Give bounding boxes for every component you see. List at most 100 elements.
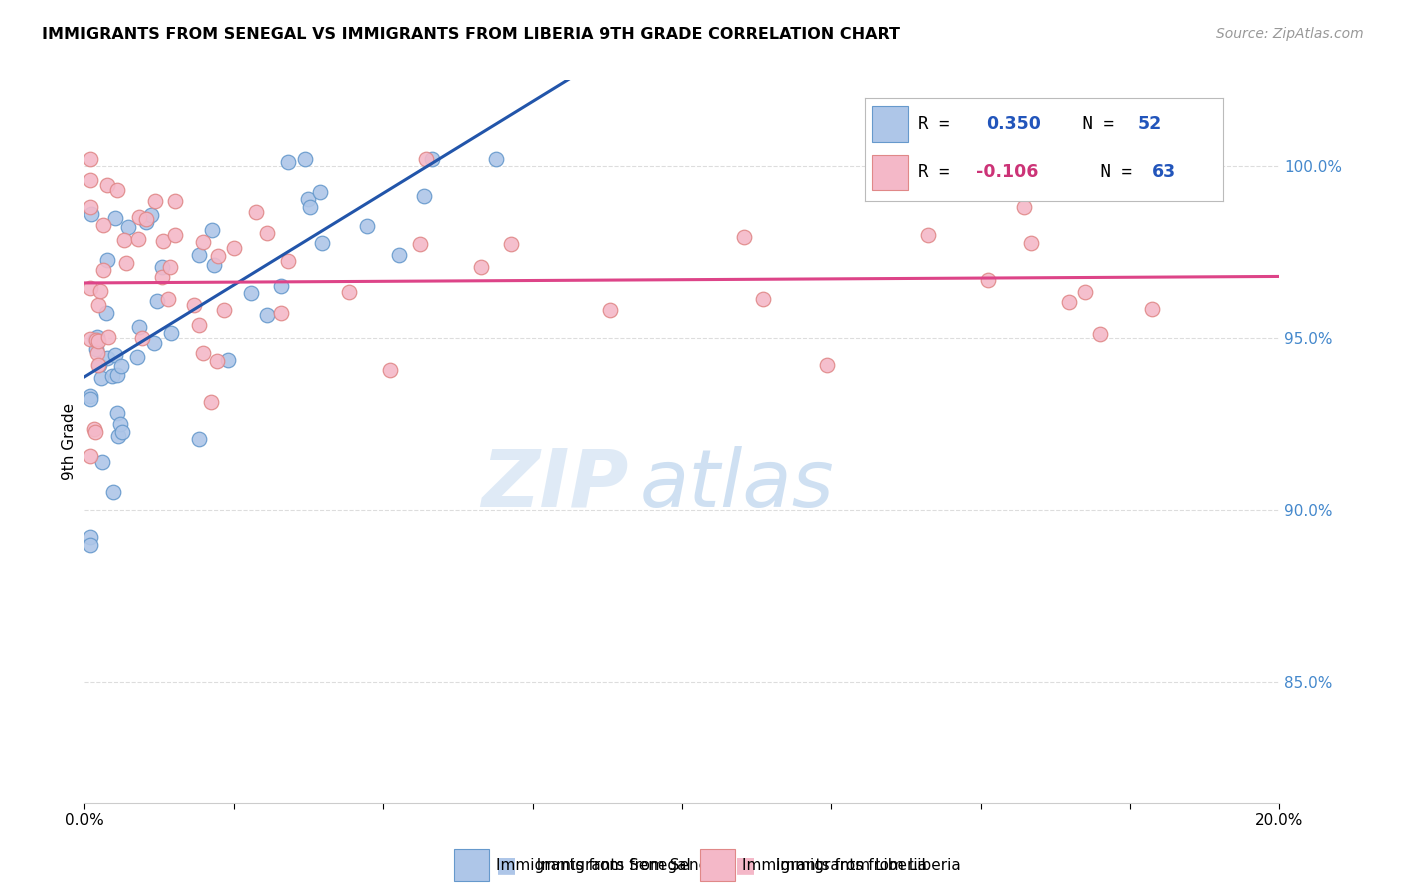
Point (135, 212, 157, 227)
Point (150, 260, 173, 275)
Point (131, 331, 153, 345)
Point (224, 241, 246, 255)
Point (294, 153, 316, 167)
Point (90, 370, 112, 384)
Point (96, 351, 118, 366)
Point (270, 278, 292, 293)
Point (499, 237, 522, 252)
Point (599, 302, 621, 317)
Point (84, 342, 107, 356)
Text: ZIP: ZIP (481, 446, 628, 524)
Point (104, 211, 127, 225)
Text: IMMIGRANTS FROM SENEGAL VS IMMIGRANTS FROM LIBERIA 9TH GRADE CORRELATION CHART: IMMIGRANTS FROM SENEGAL VS IMMIGRANTS FR… (42, 27, 900, 42)
Point (127, 232, 149, 246)
Point (752, 292, 775, 306)
Point (415, 153, 437, 167)
Point (84, 332, 107, 346)
Point (86, 334, 108, 349)
Point (111, 425, 134, 440)
Point (207, 249, 229, 263)
Point (117, 219, 139, 234)
Point (91, 218, 114, 232)
Point (112, 233, 135, 247)
Point (79, 449, 101, 463)
Point (977, 273, 1000, 287)
Point (277, 154, 299, 169)
Point (101, 369, 124, 384)
Point (105, 368, 128, 382)
Point (309, 186, 332, 200)
Point (96, 178, 118, 193)
Text: Immigrants from Senegal: Immigrants from Senegal (527, 858, 731, 872)
Text: ■: ■ (496, 855, 516, 875)
Point (245, 204, 267, 219)
Point (815, 358, 838, 372)
Text: Immigrants from Senegal: Immigrants from Senegal (496, 858, 692, 872)
Point (1057, 295, 1080, 310)
Point (79, 173, 101, 187)
Point (378, 363, 401, 377)
Point (183, 298, 205, 312)
Text: R =: R = (918, 163, 960, 181)
Text: atlas: atlas (640, 446, 835, 524)
Point (270, 306, 292, 320)
Point (83, 422, 105, 436)
Point (1019, 236, 1042, 251)
Point (298, 200, 321, 214)
Point (91, 263, 114, 277)
Point (733, 230, 755, 244)
Point (79, 280, 101, 294)
Point (79, 153, 101, 167)
Point (409, 236, 432, 251)
Point (165, 228, 187, 243)
Point (1142, 301, 1164, 316)
Point (86, 298, 108, 312)
Point (1074, 285, 1097, 300)
Point (240, 285, 263, 300)
Point (160, 326, 183, 340)
Point (917, 228, 939, 243)
Point (191, 235, 214, 250)
Point (212, 303, 235, 318)
Text: -0.106: -0.106 (976, 163, 1038, 181)
Point (107, 406, 129, 420)
Point (79, 538, 101, 552)
Point (115, 256, 138, 270)
Point (201, 223, 224, 237)
Point (108, 417, 131, 431)
Point (157, 292, 180, 306)
Point (107, 429, 129, 443)
Point (89, 284, 111, 298)
Point (79, 530, 101, 544)
Point (84, 333, 107, 347)
Point (388, 247, 411, 261)
Point (159, 260, 181, 274)
Point (80, 207, 103, 221)
Point (79, 332, 101, 346)
Point (86, 346, 108, 360)
Point (97, 330, 120, 344)
Point (412, 188, 434, 202)
Point (83, 425, 105, 439)
Point (128, 319, 150, 334)
Point (152, 234, 174, 248)
Point (143, 194, 166, 208)
Text: 0.350: 0.350 (987, 115, 1042, 133)
Point (470, 260, 492, 275)
Point (135, 215, 157, 229)
Point (202, 259, 225, 273)
Point (103, 348, 125, 362)
Point (127, 350, 149, 364)
Point (150, 269, 173, 284)
Text: 63: 63 (1152, 163, 1175, 181)
Point (256, 308, 278, 322)
Point (143, 336, 166, 351)
Point (94, 306, 117, 320)
Point (187, 318, 209, 332)
Point (89, 358, 111, 372)
Point (356, 219, 378, 233)
Point (105, 183, 128, 197)
Point (79, 388, 101, 402)
Point (205, 354, 228, 368)
Text: R =: R = (918, 115, 972, 133)
